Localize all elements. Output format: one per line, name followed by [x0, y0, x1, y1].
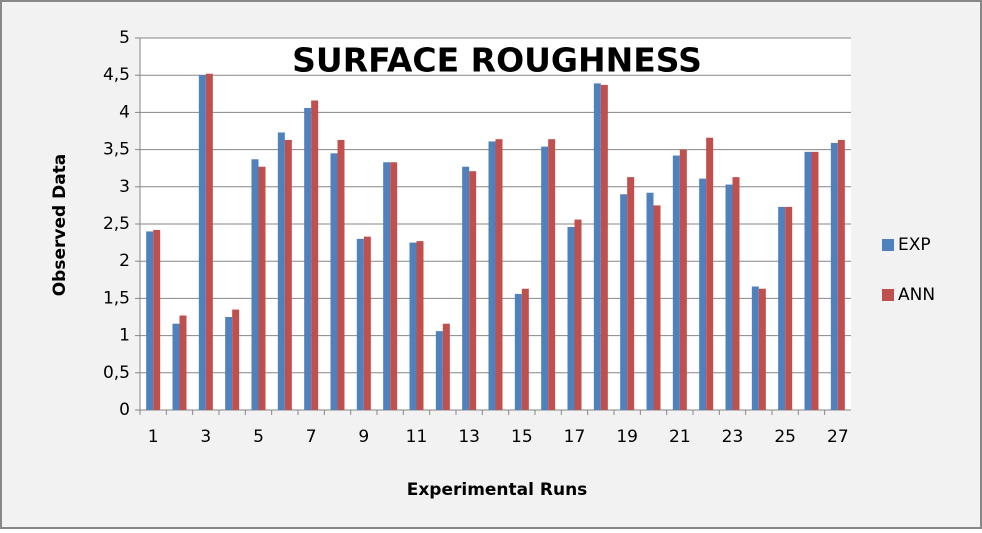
legend-swatch	[882, 239, 894, 251]
legend-swatch	[882, 289, 894, 301]
bar	[785, 206, 793, 410]
y-tick-label: 5	[119, 28, 130, 48]
bar	[706, 137, 714, 411]
bar	[330, 153, 338, 410]
y-tick-label: 3	[119, 177, 130, 197]
y-tick-label: 2,5	[103, 214, 130, 234]
bar	[514, 293, 522, 410]
y-tick-label: 1,5	[103, 288, 130, 308]
bar	[653, 205, 661, 410]
y-axis-label: Observed Data	[50, 154, 70, 297]
bar	[311, 100, 319, 410]
x-tick-label: 17	[564, 427, 586, 447]
bar	[146, 231, 154, 410]
bar	[356, 238, 364, 410]
bar	[383, 162, 391, 410]
bar	[251, 159, 259, 410]
bar	[778, 206, 786, 410]
x-tick-label: 19	[616, 427, 638, 447]
bar	[600, 84, 608, 410]
bar	[435, 331, 443, 410]
chart-title: SURFACE ROUGHNESS	[292, 41, 702, 80]
y-tick-label: 1	[119, 326, 130, 346]
bar	[699, 178, 707, 410]
x-tick-label: 1	[148, 427, 159, 447]
y-tick-label: 2	[119, 251, 130, 271]
bar	[442, 323, 450, 410]
bar	[567, 226, 575, 410]
x-tick-label: 21	[669, 427, 691, 447]
y-tick-label: 0,5	[103, 363, 130, 383]
bar	[205, 73, 213, 410]
bar	[198, 75, 206, 410]
x-tick-label: 23	[722, 427, 744, 447]
x-tick-label: 3	[200, 427, 211, 447]
bar	[627, 177, 635, 410]
legend-label: EXP	[898, 235, 931, 255]
bar	[574, 219, 582, 410]
bar	[416, 241, 424, 410]
bar	[469, 171, 477, 410]
x-axis-label: Experimental Runs	[407, 480, 588, 500]
legend-label: ANN	[898, 285, 935, 305]
bar	[363, 236, 371, 410]
y-tick-label: 3,5	[103, 140, 130, 160]
bar	[758, 288, 766, 410]
bar	[284, 139, 292, 411]
y-tick-label: 0	[119, 400, 130, 420]
bar	[593, 83, 601, 410]
bar	[390, 162, 398, 410]
x-tick-label: 9	[358, 427, 369, 447]
y-tick-label: 4,5	[103, 65, 130, 85]
bar	[830, 142, 838, 411]
bar	[672, 155, 680, 410]
x-tick-label: 27	[827, 427, 849, 447]
bar	[732, 177, 740, 410]
bar	[488, 141, 496, 410]
bar	[679, 149, 687, 410]
bar	[811, 151, 819, 410]
bar	[521, 288, 529, 410]
y-tick-label: 4	[119, 102, 130, 122]
bar	[304, 107, 312, 410]
x-tick-label: 11	[406, 427, 428, 447]
bar	[153, 229, 161, 410]
x-tick-label: 13	[458, 427, 480, 447]
x-tick-label: 25	[774, 427, 796, 447]
bar	[646, 192, 654, 410]
bar	[548, 139, 556, 410]
bar	[225, 317, 233, 410]
bar	[258, 166, 266, 410]
bar	[409, 242, 417, 410]
bar	[462, 166, 470, 410]
x-tick-label: 15	[511, 427, 533, 447]
bar	[172, 323, 180, 410]
bar	[277, 132, 285, 410]
bar	[232, 309, 240, 410]
bar	[751, 286, 759, 410]
bar	[541, 146, 549, 410]
bar	[804, 151, 812, 410]
x-tick-label: 7	[306, 427, 317, 447]
bar	[725, 184, 733, 410]
bar	[495, 139, 503, 410]
bar	[837, 139, 845, 411]
bar	[620, 194, 628, 410]
bar	[337, 139, 345, 411]
bar	[179, 315, 187, 410]
x-tick-label: 5	[253, 427, 264, 447]
